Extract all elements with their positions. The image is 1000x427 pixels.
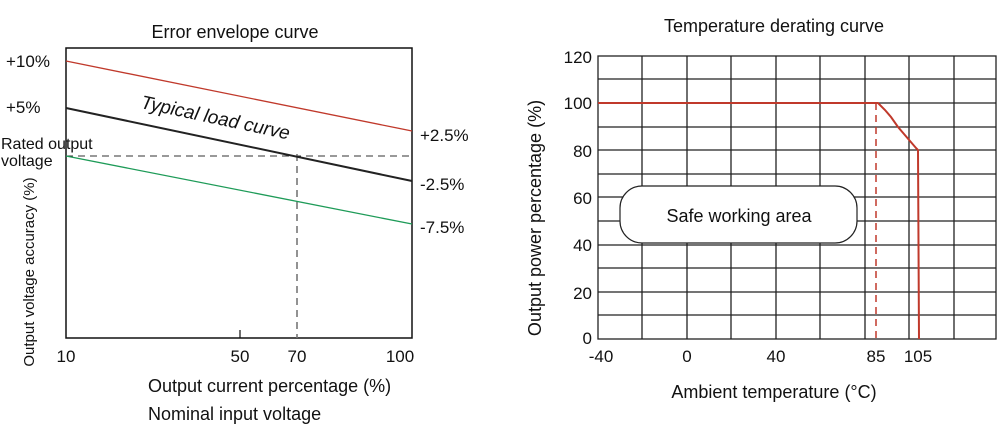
safe-working-area-box [619,185,858,244]
left-label-plus10: +10% [6,52,50,71]
left-x-axis-label: Output current percentage (%) [148,376,391,396]
right-label-minus7-5: -7.5% [420,218,464,237]
right-x-tick-85: 85 [867,347,886,366]
error-envelope-chart: Error envelope curve +10% +5% Rated outp… [1,22,469,424]
right-y-tick-80: 80 [573,142,592,161]
right-x-tick-40: 40 [767,347,786,366]
right-x-axis-label: Ambient temperature (°C) [671,382,876,402]
right-x-tick-0: 0 [682,347,691,366]
left-x-tick-100: 100 [386,347,414,366]
left-x-tick-50: 50 [231,347,250,366]
upper-limit-line [65,60,413,132]
left-chart-title: Error envelope curve [151,22,318,42]
right-x-tick-105: 105 [904,347,932,366]
right-y-tick-0: 0 [583,329,592,348]
typical-load-line [65,107,413,182]
right-y-tick-60: 60 [573,189,592,208]
right-y-tick-40: 40 [573,236,592,255]
right-label-plus2-5: +2.5% [420,126,469,145]
left-x-tick-70: 70 [288,347,307,366]
right-y-axis-label: Output power percentage (%) [525,100,545,336]
right-grid [597,55,997,340]
right-y-tick-20: 20 [573,284,592,303]
rated-output-label-line2: voltage [1,153,53,170]
typical-load-curve-label: Typical load curve [139,92,292,144]
right-label-minus2-5: -2.5% [420,175,464,194]
left-x-tick-10: 10 [57,347,76,366]
left-label-plus5: +5% [6,98,41,117]
left-chart-subtitle: Nominal input voltage [148,404,321,424]
right-y-tick-100: 100 [564,94,592,113]
left-plot-frame [65,47,413,339]
right-y-tick-120: 120 [564,48,592,67]
lower-limit-line [65,155,413,225]
rated-output-label-line1: Rated output [1,136,93,153]
temperature-derating-chart: Temperature derating curve 120 100 8 [525,16,997,402]
right-chart-title: Temperature derating curve [664,16,884,36]
right-x-tick-minus40: -40 [589,347,614,366]
left-y-axis-label: Output voltage accuracy (%) [21,177,38,366]
derating-curve [598,102,920,340]
safe-working-area-label: Safe working area [666,206,812,226]
